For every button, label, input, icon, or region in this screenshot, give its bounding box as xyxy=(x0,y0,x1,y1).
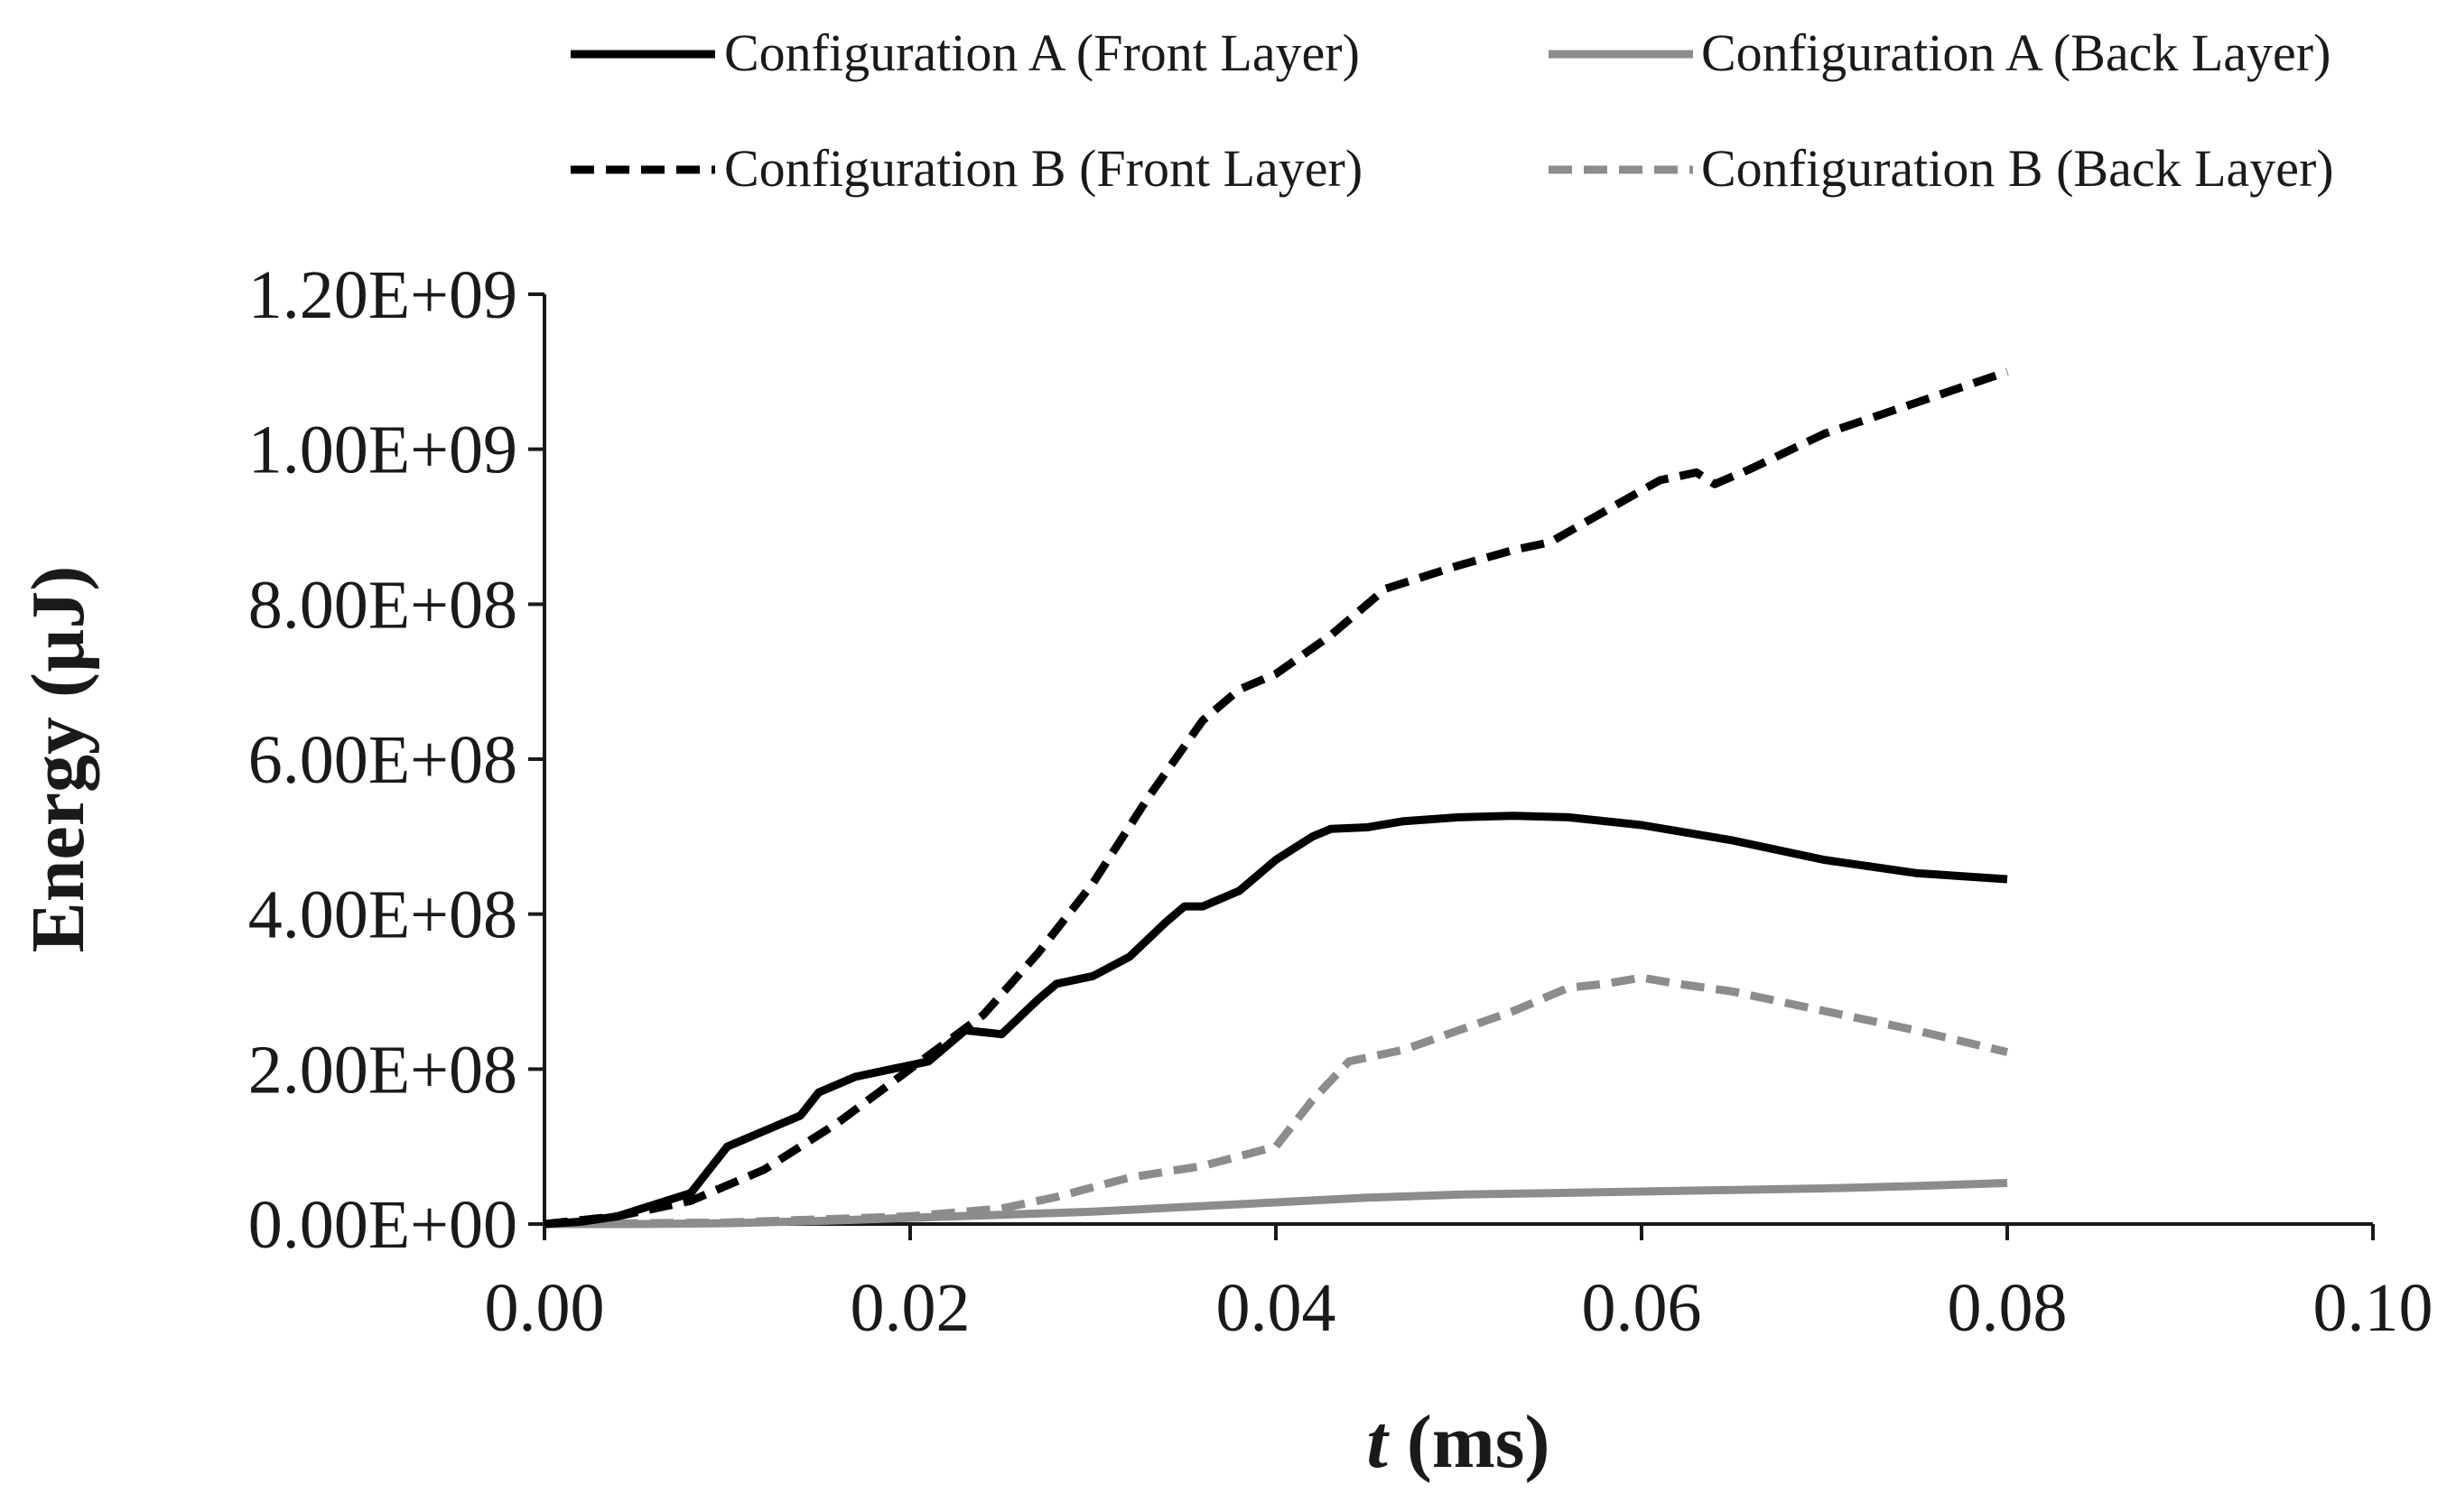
y-tick-label: 8.00E+08 xyxy=(248,567,517,643)
x-tick-label: 0.00 xyxy=(485,1270,605,1346)
x-tick-label: 0.08 xyxy=(1948,1270,2068,1346)
legend-entry-a-back: Configuration A (Back Layer) xyxy=(1549,23,2330,82)
x-tick-label: 0.10 xyxy=(2313,1270,2433,1346)
x-axis-title: t (ms) xyxy=(1367,1400,1550,1484)
y-tick-label: 0.00E+00 xyxy=(248,1187,517,1263)
legend-label-b-back: Configuration B (Back Layer) xyxy=(1701,139,2334,198)
y-axis-ticks: 0.00E+00 2.00E+08 4.00E+08 6.00E+08 8.00E+08… xyxy=(248,257,544,1263)
y-tick-label: 1.20E+09 xyxy=(248,257,517,333)
x-tick-label: 0.02 xyxy=(851,1270,971,1346)
y-tick-label: 4.00E+08 xyxy=(248,877,517,953)
legend-label-a-back: Configuration A (Back Layer) xyxy=(1701,23,2330,82)
x-axis-title-rest: (ms) xyxy=(1388,1400,1550,1484)
legend-entry-b-back: Configuration B (Back Layer) xyxy=(1549,139,2334,198)
legend-label-a-front: Configuration A (Front Layer) xyxy=(724,23,1360,82)
x-axis-ticks: 0.00 0.02 0.04 0.06 0.08 0.10 xyxy=(485,1224,2433,1346)
y-tick-label: 2.00E+08 xyxy=(248,1032,517,1108)
y-tick-label: 1.00E+09 xyxy=(248,413,517,488)
series-line-configuration-b-back-layer xyxy=(544,973,2009,1229)
series-line-configuration-a-front-layer xyxy=(544,812,2008,1229)
series-line-configuration-b-front-layer xyxy=(544,367,2009,1229)
legend-label-b-front: Configuration B (Front Layer) xyxy=(724,139,1363,198)
series-line-configuration-a-back-layer xyxy=(544,1179,2008,1229)
legend-entry-b-front: Configuration B (Front Layer) xyxy=(571,139,1363,198)
legend-entry-a-front: Configuration A (Front Layer) xyxy=(571,23,1360,82)
series-layer xyxy=(544,367,2009,1229)
x-tick-label: 0.06 xyxy=(1582,1270,1702,1346)
y-tick-label: 6.00E+08 xyxy=(248,722,517,798)
legend: Configuration A (Front Layer) Configurat… xyxy=(571,23,2334,198)
x-tick-label: 0.04 xyxy=(1216,1270,1336,1346)
x-axis-title-italic: t xyxy=(1367,1400,1391,1484)
y-axis-title: Energy (µJ) xyxy=(16,566,100,953)
